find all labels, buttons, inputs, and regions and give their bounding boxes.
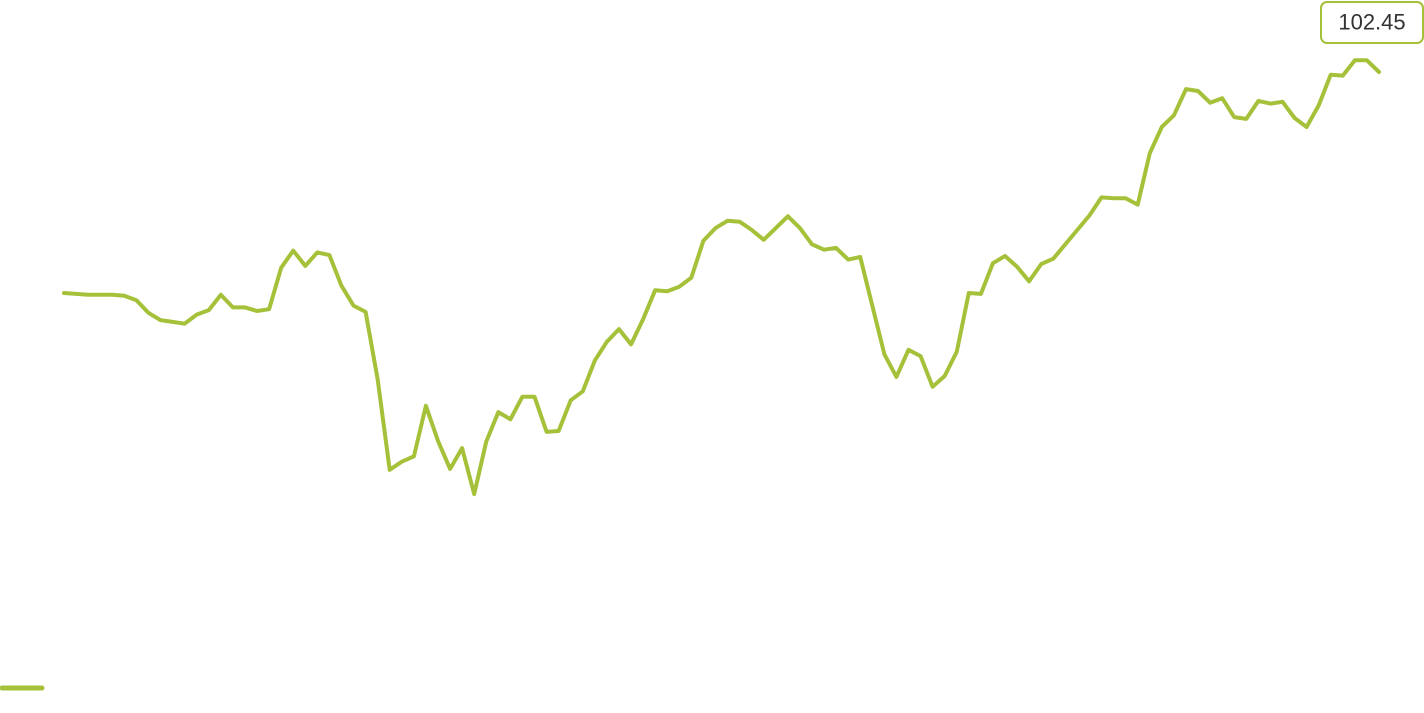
- value-label-box: [1320, 1, 1424, 45]
- line: [62, 58, 1381, 497]
- value-label: 102.45: [1338, 9, 1405, 34]
